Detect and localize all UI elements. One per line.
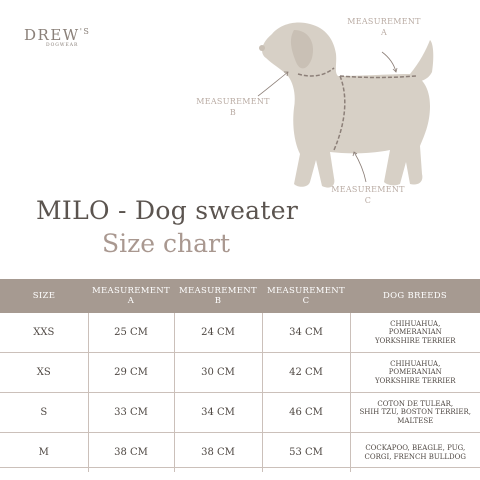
measurement-b-line <box>297 67 335 77</box>
measurement-a-line <box>339 75 417 79</box>
cell-measurement-b: 30 CM <box>173 352 262 393</box>
measurement-c-label: MEASUREMENT C <box>331 185 405 205</box>
table-header-row: SIZE MEASUREMENT A MEASUREMENT B MEASUREME… <box>0 279 480 313</box>
size-table: SIZE MEASUREMENT A MEASUREMENT B MEASUREME… <box>0 279 480 472</box>
cell-measurement-c: 46 CM <box>261 392 350 433</box>
measurement-a-label: MEASUREMENT A <box>347 17 421 37</box>
brand-name-suffix: 'S <box>79 27 91 36</box>
cell-measurement-b: 24 CM <box>173 313 262 353</box>
table-row: S 33 CM 34 CM 46 CM COTON DE TULEAR, SHIH… <box>0 392 480 433</box>
brand-tagline: DOGWEAR <box>46 43 79 48</box>
cell-measurement-a: 29 CM <box>87 352 174 393</box>
dog-illustration <box>257 22 434 188</box>
measurement-a-arrow <box>381 51 397 73</box>
cell-dog-breeds: CHIHUAHUA, POMERANIAN YORKSHIRE TERRIER <box>349 352 480 393</box>
measurement-b-arrow <box>257 71 289 97</box>
cell-dog-breeds: COCKAPOO, BEAGLE, PUG, CORGI, FRENCH BULL… <box>349 432 480 472</box>
header-measurement-a: MEASUREMENT A <box>88 279 174 313</box>
cell-size: S <box>0 392 88 433</box>
cell-dog-breeds: CHIHUAHUA, POMERANIAN YORKSHIRE TERRIER <box>349 313 480 353</box>
table-row: XS 29 CM 30 CM 42 CM CHIHUAHUA, POMERANIA… <box>0 352 480 393</box>
cell-size: M <box>0 432 88 472</box>
table-bottom-divider <box>0 467 480 468</box>
dog-tail <box>410 40 434 82</box>
page-title: MILO - Dog sweater <box>36 196 299 225</box>
brand-name: DREW <box>24 26 80 44</box>
dog-ear <box>290 30 314 69</box>
cell-size: XS <box>0 352 88 393</box>
cell-measurement-a: 38 CM <box>87 432 174 472</box>
cell-measurement-c: 34 CM <box>261 313 350 353</box>
measurement-b-label: MEASUREMENT B <box>196 97 270 117</box>
header-size: SIZE <box>0 279 88 313</box>
page-subtitle: Size chart <box>102 229 231 258</box>
cell-measurement-b: 34 CM <box>173 392 262 433</box>
cell-measurement-c: 42 CM <box>261 352 350 393</box>
cell-size: XXS <box>33 327 55 338</box>
measurement-c-line <box>333 75 346 151</box>
table-row: XXS 25 CM 24 CM 34 CM CHIHUAHUA, POMERANI… <box>0 313 480 353</box>
cell-measurement-b: 38 CM <box>173 432 262 472</box>
header-measurement-b: MEASUREMENT B <box>174 279 262 313</box>
header-measurement-c: MEASUREMENT C <box>262 279 350 313</box>
cell-measurement-c: 53 CM <box>261 432 350 472</box>
table-row: M 38 CM 38 CM 53 CM COCKAPOO, BEAGLE, PU… <box>0 432 480 472</box>
dog-nose <box>259 45 265 51</box>
cell-measurement-a: 25 CM <box>87 313 174 353</box>
dog-body <box>262 22 430 188</box>
cell-measurement-a: 33 CM <box>87 392 174 433</box>
cell-dog-breeds: COTON DE TULEAR, SHIH TZU, BOSTON TERRIER… <box>349 392 480 433</box>
header-dog-breeds: DOG BREEDS <box>350 279 480 313</box>
brand-logo: DREW'S DOGWEAR <box>24 26 90 48</box>
measurement-c-arrow <box>353 151 367 183</box>
